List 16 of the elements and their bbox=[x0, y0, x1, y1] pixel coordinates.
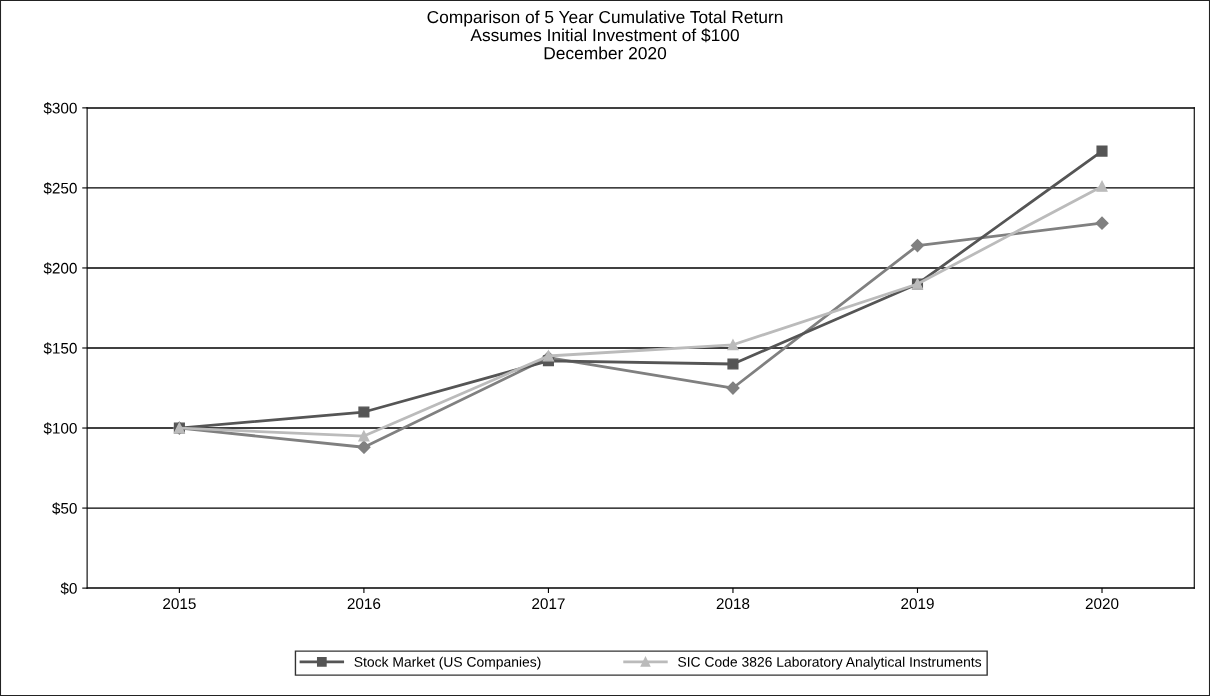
y-tick-label: $50 bbox=[52, 502, 77, 515]
y-tick-label: $150 bbox=[43, 342, 77, 355]
x-tick-label: 2020 bbox=[1085, 598, 1119, 610]
x-tick-label: 2016 bbox=[347, 598, 381, 610]
y-tick-label: $100 bbox=[43, 422, 77, 435]
y-tick-label: $200 bbox=[43, 262, 77, 275]
y-tick-label: $250 bbox=[43, 182, 77, 195]
x-tick-label: 2017 bbox=[532, 598, 565, 610]
x-tick-label: 2019 bbox=[901, 598, 934, 610]
legend-label: SIC Code 3826 Laboratory Analytical Instruments bbox=[678, 656, 982, 670]
y-tick-label: $300 bbox=[43, 102, 77, 115]
chart-title: Comparison of 5 Year Cumulative Total Return Assumes Initial Investment of $100 December 2020 bbox=[427, 10, 783, 60]
x-tick-label: 2018 bbox=[716, 598, 750, 610]
legend-label: Stock Market (US Companies) bbox=[354, 656, 541, 670]
y-tick-label: $0 bbox=[60, 582, 77, 595]
x-tick-label: 2015 bbox=[163, 598, 196, 610]
